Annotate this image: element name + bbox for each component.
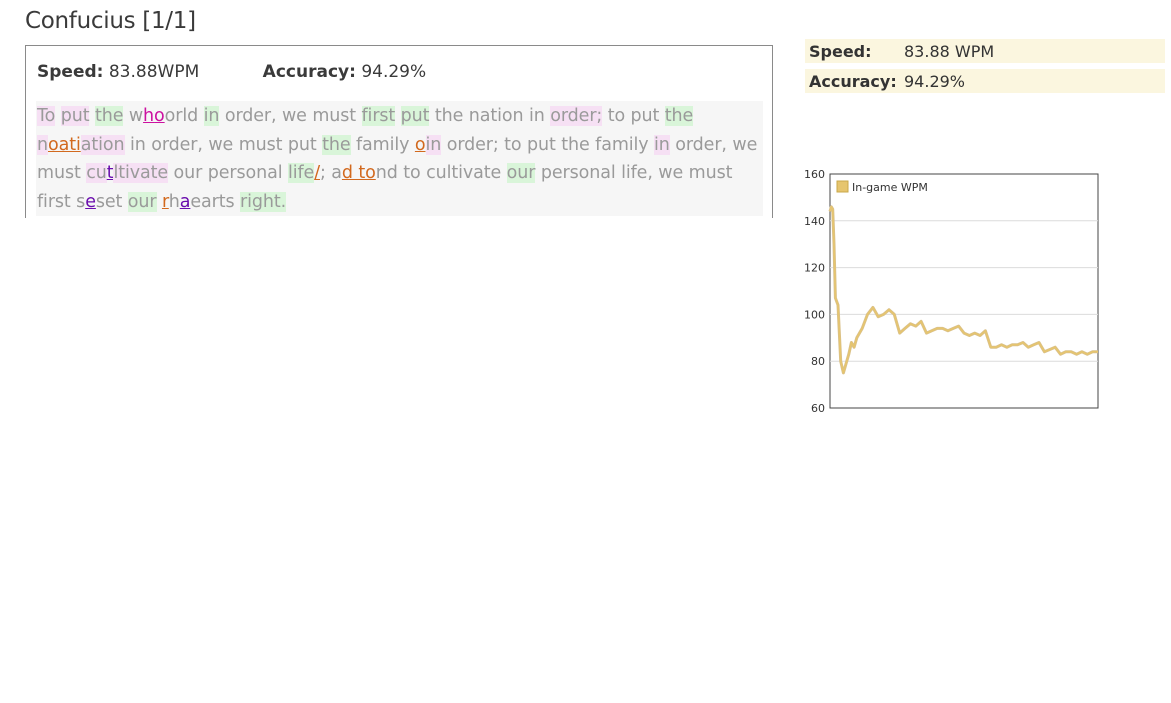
- passage-word: w: [128, 106, 144, 126]
- passage-word: the: [322, 134, 351, 155]
- passage-word: must: [312, 106, 357, 126]
- typo-segment: r: [161, 192, 169, 213]
- passage-word: set: [95, 192, 123, 213]
- passage-word: orld: [164, 106, 199, 126]
- passage-word: nation: [468, 106, 524, 126]
- y-tick-label: 100: [804, 308, 825, 321]
- typo-segment: oati: [48, 134, 81, 155]
- passage-word: nd: [375, 163, 398, 184]
- typo-segment: e: [85, 192, 96, 213]
- passage-word: first: [361, 106, 396, 126]
- passage-word: put: [287, 134, 317, 155]
- summary-speed-row: Speed: 83.88 WPM: [805, 39, 1165, 63]
- summary-accuracy-value: 94.29%: [904, 72, 966, 91]
- y-tick-label: 160: [804, 168, 825, 181]
- passage-word: put: [400, 106, 430, 126]
- typo-segment: o: [414, 134, 426, 155]
- passage-word: a: [331, 163, 342, 184]
- y-tick-label: 140: [804, 215, 825, 228]
- passage-word: must: [688, 163, 733, 184]
- accuracy-label: Accuracy:: [262, 62, 356, 82]
- result-stats: Speed: 83.88WPM Accuracy: 94.29%: [37, 62, 426, 82]
- passage-word: first: [37, 192, 71, 213]
- passage-word: life: [287, 163, 315, 184]
- passage-word: to: [403, 163, 421, 184]
- passage-word: order,: [151, 134, 203, 155]
- passage-word: family: [356, 134, 410, 155]
- passage-word: order,: [224, 106, 277, 126]
- passage-word: put: [527, 134, 556, 155]
- typo-segment: t: [106, 163, 114, 184]
- summary-accuracy-row: Accuracy: 94.29%: [805, 69, 1165, 93]
- typo-segment: h: [143, 106, 155, 126]
- passage-word: the: [94, 106, 124, 126]
- accuracy-value: 94.29%: [361, 62, 427, 82]
- summary-accuracy-label: Accuracy:: [809, 72, 897, 91]
- passage-word: to: [607, 106, 626, 126]
- passage-word: ation: [80, 134, 125, 155]
- passage-word: must: [238, 134, 283, 155]
- typo-segment: d to: [341, 163, 376, 184]
- passage-word: put: [60, 106, 90, 126]
- accuracy-stat: Accuracy: 94.29%: [263, 62, 426, 82]
- passage-word: we: [732, 134, 758, 155]
- y-tick-label: 60: [811, 402, 825, 415]
- passage-word: the: [664, 106, 694, 126]
- speed-stat: Speed: 83.88WPM: [37, 62, 199, 82]
- passage-word: our: [127, 192, 157, 213]
- passage-word: must: [37, 163, 81, 184]
- y-tick-label: 80: [811, 355, 825, 368]
- passage-word: ltivate: [113, 163, 169, 184]
- passage-word: the: [561, 134, 590, 155]
- passage-word: in: [654, 134, 670, 155]
- passage-word: we: [658, 163, 684, 184]
- typed-passage: To put the whoorld in order, we must fir…: [36, 101, 763, 216]
- passage-word: personal: [207, 163, 283, 184]
- passage-word: our: [506, 163, 536, 184]
- summary-table: Speed: 83.88 WPM Accuracy: 94.29%: [805, 39, 1165, 99]
- series-line: [829, 206, 1098, 374]
- passage-word: order;: [550, 106, 603, 126]
- passage-word: personal: [540, 163, 616, 184]
- passage-word: our: [173, 163, 203, 184]
- typo-segment: a: [179, 192, 191, 213]
- speed-label: Speed:: [37, 62, 104, 82]
- legend-swatch: [836, 180, 849, 193]
- passage-word: life,: [621, 163, 653, 184]
- summary-speed-value: 83.88 WPM: [904, 42, 995, 61]
- summary-speed-label: Speed:: [809, 42, 872, 61]
- speed-value: 83.88WPM: [108, 62, 200, 82]
- legend-label: In-game WPM: [852, 181, 928, 194]
- passage-word: family: [595, 134, 649, 155]
- plot-area: [829, 173, 1099, 409]
- passage-word: cu: [86, 163, 107, 184]
- typo-segment: o: [154, 106, 165, 126]
- passage-word: order;: [446, 134, 499, 155]
- passage-word: n: [37, 134, 48, 155]
- passage-word: the: [434, 106, 464, 126]
- passage-word: right.: [240, 192, 287, 213]
- passage-word: earts: [190, 192, 235, 213]
- typo-segment: /: [314, 163, 321, 184]
- passage-word: cultivate: [426, 163, 502, 184]
- passage-word: in: [129, 134, 146, 155]
- passage-word: order,: [675, 134, 727, 155]
- wpm-chart: 160 140 120 100 80 60 In-game WPM: [804, 168, 1099, 415]
- passage-word: h: [168, 192, 180, 213]
- passage-word: put: [630, 106, 660, 126]
- passage-word: we: [208, 134, 234, 155]
- passage-word: we: [281, 106, 307, 126]
- passage-word: in: [529, 106, 545, 126]
- passage-word: s: [76, 192, 86, 213]
- page-title: Confucius [1/1]: [25, 8, 196, 34]
- passage-word: in: [203, 106, 220, 126]
- passage-word: in: [425, 134, 442, 155]
- y-tick-label: 120: [804, 262, 825, 275]
- result-panel: Speed: 83.88WPM Accuracy: 94.29% To put …: [25, 45, 773, 218]
- passage-word: To: [37, 106, 56, 126]
- passage-word: to: [504, 134, 522, 155]
- passage-word: ;: [320, 163, 326, 184]
